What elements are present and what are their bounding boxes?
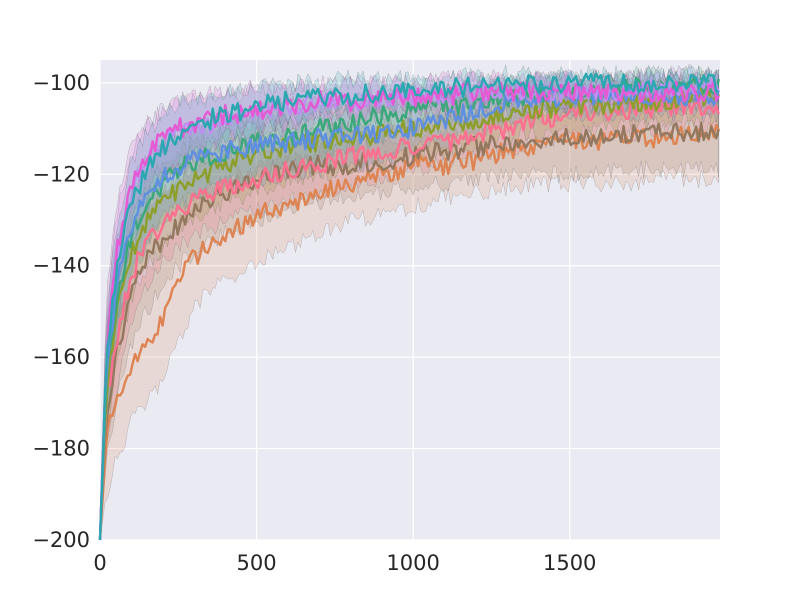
x-axis-ticks: 0 500 1000 1500 xyxy=(93,551,596,575)
y-tick-label: −160 xyxy=(32,345,90,369)
series-8-line xyxy=(98,72,719,541)
series-0-band xyxy=(99,91,719,541)
x-tick-label: 1000 xyxy=(386,551,439,575)
confidence-bands xyxy=(99,63,719,541)
y-tick-label: −180 xyxy=(32,437,90,461)
y-tick-label: −120 xyxy=(32,162,90,186)
y-tick-label: −140 xyxy=(32,254,90,278)
series-5-line xyxy=(98,85,720,541)
series-3-band xyxy=(99,70,719,541)
series-1-line xyxy=(98,121,720,541)
series-lines xyxy=(98,72,720,541)
y-tick-label: −100 xyxy=(32,71,90,95)
x-tick-label: 0 xyxy=(93,551,106,575)
plot-background xyxy=(100,60,720,540)
series-7-band xyxy=(99,68,719,541)
x-tick-label: 500 xyxy=(237,551,277,575)
y-tick-label: −200 xyxy=(32,528,90,552)
y-axis-ticks: −200 −180 −160 −140 −120 −100 xyxy=(32,71,90,552)
series-2-line xyxy=(98,95,720,541)
x-tick-label: 1500 xyxy=(543,551,596,575)
